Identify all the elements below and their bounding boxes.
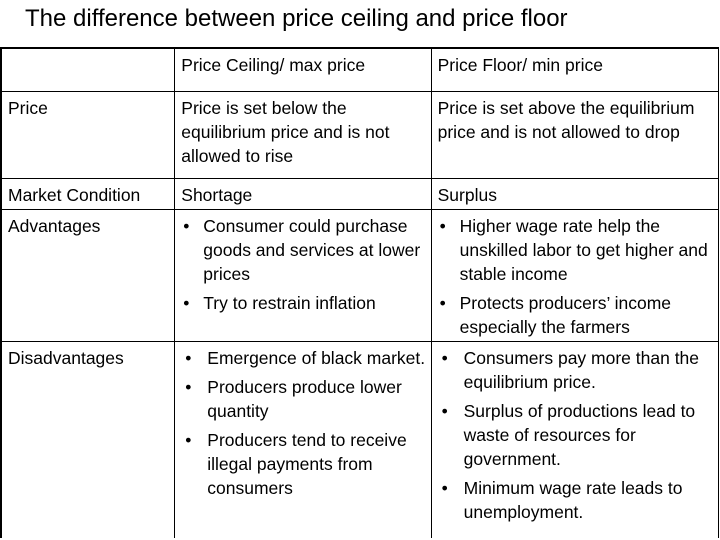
table-row-market-condition: Market Condition Shortage Surplus xyxy=(0,178,720,210)
table-row-disadvantages: Disadvantages Emergence of black market.… xyxy=(0,341,720,538)
price-floor-cell: Price is set above the equilibrium price… xyxy=(430,91,720,179)
disadvantages-floor-cell: Consumers pay more than the equilibrium … xyxy=(430,341,720,538)
comparison-table: Price Ceiling/ max price Price Floor/ mi… xyxy=(0,47,720,538)
table-row-price: Price Price is set below the equilibrium… xyxy=(0,91,720,179)
row-label-market-condition: Market Condition xyxy=(0,178,176,210)
page-title: The difference between price ceiling and… xyxy=(25,5,568,32)
list-item: Consumers pay more than the equilibrium … xyxy=(438,346,714,394)
advantages-floor-cell: Higher wage rate help the unskilled labo… xyxy=(430,209,720,342)
list-item: Protects producers’ income especially th… xyxy=(438,291,714,339)
disadvantages-floor-list: Consumers pay more than the equilibrium … xyxy=(438,346,714,524)
header-cell-floor: Price Floor/ min price xyxy=(430,47,720,92)
list-item: Consumer could purchase goods and servic… xyxy=(181,214,426,286)
header-cell-empty xyxy=(0,47,176,92)
list-item: Producers produce lower quantity xyxy=(181,375,426,423)
table-row-advantages: Advantages Consumer could purchase goods… xyxy=(0,209,720,342)
list-item: Emergence of black market. xyxy=(181,346,426,370)
list-item: Surplus of productions lead to waste of … xyxy=(438,399,714,471)
list-item: Higher wage rate help the unskilled labo… xyxy=(438,214,714,286)
advantages-ceiling-cell: Consumer could purchase goods and servic… xyxy=(174,209,432,342)
advantages-floor-list: Higher wage rate help the unskilled labo… xyxy=(438,214,714,339)
list-item: Minimum wage rate leads to unemployment. xyxy=(438,476,714,524)
row-label-advantages: Advantages xyxy=(0,209,176,342)
list-item: Try to restrain inflation xyxy=(181,291,426,315)
header-cell-ceiling: Price Ceiling/ max price xyxy=(174,47,432,92)
disadvantages-ceiling-cell: Emergence of black market. Producers pro… xyxy=(174,341,432,538)
market-floor-cell: Surplus xyxy=(430,178,720,210)
advantages-ceiling-list: Consumer could purchase goods and servic… xyxy=(181,214,426,315)
table-header-row: Price Ceiling/ max price Price Floor/ mi… xyxy=(0,47,720,92)
market-ceiling-cell: Shortage xyxy=(174,178,432,210)
list-item: Producers tend to receive illegal paymen… xyxy=(181,428,426,500)
disadvantages-ceiling-list: Emergence of black market. Producers pro… xyxy=(181,346,426,500)
row-label-disadvantages: Disadvantages xyxy=(0,341,176,538)
row-label-price: Price xyxy=(0,91,176,179)
price-ceiling-cell: Price is set below the equilibrium price… xyxy=(174,91,432,179)
